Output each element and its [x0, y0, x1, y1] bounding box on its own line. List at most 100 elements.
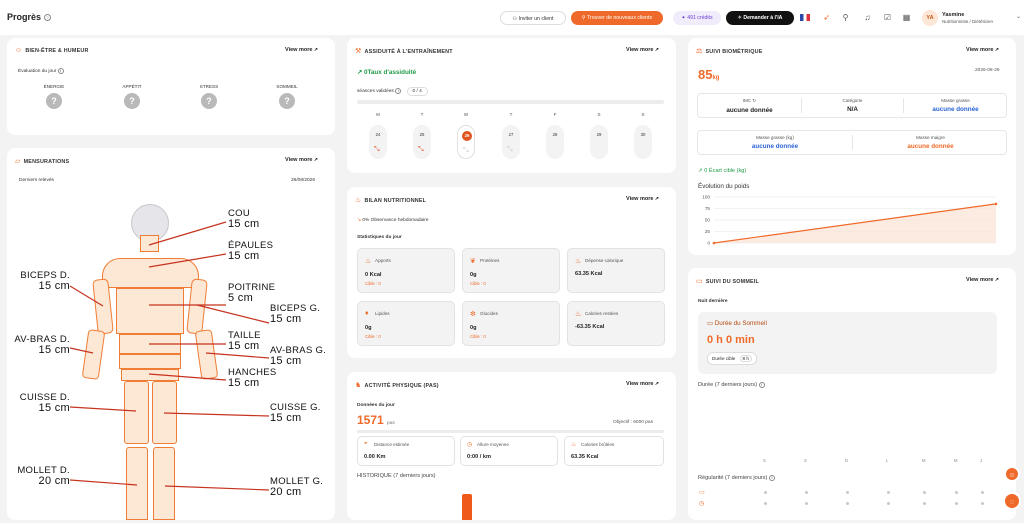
- training-day-1[interactable]: T 25 ⤡: [413, 112, 431, 159]
- sleep-day-letter: D: [845, 458, 849, 463]
- wellbeing-view-more-link[interactable]: View more: [285, 47, 318, 53]
- sessions-badge: 0 / 4: [406, 87, 428, 96]
- training-day-0[interactable]: M 24 ⤡: [369, 112, 387, 159]
- chest-value: 5 cm: [228, 292, 254, 304]
- stress-value: ?: [201, 93, 217, 109]
- nutrition-title-text: Bilan nutritionnel: [364, 198, 427, 204]
- stat-carbs-value: 0g: [470, 325, 477, 331]
- left-biceps-line: [196, 304, 270, 324]
- activity-title-text: Activité physique (pas): [364, 383, 439, 389]
- biometric-view-more-link[interactable]: View more: [966, 47, 999, 53]
- chest-part[interactable]: [116, 288, 184, 334]
- training-day-2[interactable]: W 26 ⤡: [457, 112, 475, 159]
- training-rate-label: 0Taux d'assiduité: [364, 69, 417, 76]
- calories-label: Calories brûlées: [581, 442, 615, 447]
- credits-badge[interactable]: ✦ 491 crédits: [673, 11, 721, 25]
- fat-mass-kg-value: aucune donnée: [751, 143, 799, 150]
- energy-value: ?: [46, 93, 62, 109]
- energy-rating[interactable]: ÉNERGIE?: [29, 84, 79, 109]
- pace-label: Allure moyenne: [477, 442, 509, 447]
- biometric-row-1: IMC ↻ aucune donnée Catégorie N/A Masse gr…: [697, 93, 1007, 118]
- shoulders-part[interactable]: [102, 258, 199, 288]
- activity-metric-calories: ♨ Calories brûlées 63.35 Kcal: [564, 436, 664, 466]
- sleep-label: SOMMEIL: [276, 84, 298, 89]
- imc-cell: IMC ↻ aucune donnée: [698, 98, 801, 114]
- sleep-view-more-link[interactable]: View more: [966, 277, 999, 283]
- checklist-icon[interactable]: ☑: [883, 13, 892, 22]
- info-icon: i: [57, 68, 64, 74]
- activity-metric-distance: ⌖ Distance estimée 0.00 Km: [357, 436, 455, 466]
- stat-lipids[interactable]: ♦ Lipides 0g Cible : 0: [357, 301, 455, 346]
- help-icon[interactable]: ?: [44, 14, 51, 21]
- rocket-icon[interactable]: ➶: [823, 13, 830, 22]
- weight-chart-y-tick: 0: [707, 241, 710, 246]
- neck-name: COU: [228, 208, 251, 219]
- right-calf-part[interactable]: [126, 447, 148, 520]
- sleep-duration-box: ▭ Durée du Sommeil 0 h 0 min Durée cible…: [698, 312, 997, 374]
- training-day-6[interactable]: S 30: [634, 112, 652, 159]
- user-role: Nutritionniste / Diététicien: [942, 19, 994, 24]
- weight-unit: kg: [712, 75, 720, 81]
- left-calf-part[interactable]: [153, 447, 175, 520]
- hips-part[interactable]: [121, 369, 179, 381]
- stat-expenditure[interactable]: ♨ Dépense calorique 63.35 Kcal: [567, 248, 665, 293]
- meat-icon: ❦: [470, 258, 476, 265]
- stat-remaining[interactable]: ♨ Calories restées -63.35 Kcal: [567, 301, 665, 346]
- right-thigh-value: 15 cm: [38, 402, 70, 414]
- info-icon: i: [395, 88, 402, 94]
- training-day-4[interactable]: F 28: [546, 112, 564, 159]
- ask-ai-button[interactable]: ✧ Demander à l'IA: [726, 11, 794, 25]
- bell-icon[interactable]: ♫: [864, 13, 871, 22]
- stress-rating[interactable]: STRESS?: [184, 84, 234, 109]
- stat-protein-target: Cible : 0: [470, 281, 486, 286]
- right-calf-measure: MOLLET D. 20 cm: [10, 465, 70, 487]
- nutrition-compliance-label: 0% Observance hebdomadaire: [362, 218, 429, 223]
- sleep-duration-label: ▭ Durée du Sommeil: [707, 320, 767, 327]
- sessions-progress-track: [357, 100, 664, 104]
- measurements-view-more-link[interactable]: View more: [285, 157, 318, 163]
- avatar[interactable]: YA: [922, 10, 938, 26]
- right-biceps-measure: BICEPS D. 15 cm: [16, 270, 70, 292]
- assistant-fab-button[interactable]: ☺: [1004, 466, 1020, 482]
- sleep-regularity-title: Régularité (7 derniers jours) i: [698, 475, 775, 481]
- calendar-icon[interactable]: ▦: [902, 13, 911, 22]
- training-rate: ↗ 0Taux d'assiduité: [357, 69, 416, 76]
- stat-carbs-label: Glucides: [480, 311, 498, 316]
- search-icon[interactable]: ⚲: [842, 13, 849, 22]
- ruler-icon: ▱: [15, 158, 21, 165]
- chat-fab-button[interactable]: ◌: [1003, 492, 1021, 510]
- stat-intake-label: Apports: [375, 258, 391, 263]
- sleep-rating[interactable]: SOMMEIL?: [262, 84, 312, 109]
- right-thigh-part[interactable]: [124, 381, 149, 444]
- stat-protein[interactable]: ❦ Protéines 0g Cible : 0: [462, 248, 560, 293]
- neck-part[interactable]: [140, 235, 159, 252]
- belly-part[interactable]: [119, 354, 181, 369]
- activity-view-more-link[interactable]: View more: [626, 381, 659, 387]
- fat-mass-kg-label: Masse grasse (kg): [756, 135, 794, 140]
- chevron-down-icon[interactable]: ⌄: [1015, 14, 1022, 20]
- weight-chart-y-tick: 50: [705, 218, 711, 223]
- stat-intake[interactable]: ♨ Apports 0 Kcal Cible : 0: [357, 248, 455, 293]
- training-day-5[interactable]: S 29: [590, 112, 608, 159]
- user-plus-icon: ⚇: [512, 16, 519, 22]
- training-view-more-link[interactable]: View more: [626, 47, 659, 53]
- user-name: Yasmine: [942, 12, 965, 18]
- language-flag-icon[interactable]: [800, 14, 810, 21]
- appetite-rating[interactable]: APPÉTIT?: [107, 84, 157, 109]
- day-pill: 25 ⤡: [413, 125, 431, 159]
- sleep-week-title-text: Durée (7 derniers jours): [698, 382, 758, 388]
- sleep-day-letter: J: [980, 458, 983, 463]
- wakeup-dot: [846, 502, 849, 505]
- invite-client-button[interactable]: ⚇ Inviter un client: [500, 11, 566, 25]
- sleep-title-text: Suivi du sommeil: [705, 279, 760, 285]
- distance-value: 0.00 Km: [364, 454, 386, 460]
- day-number: 24: [375, 132, 381, 137]
- find-clients-button[interactable]: ⚲ Trouver de nouveaux clients: [571, 11, 663, 25]
- wakeup-dot: [981, 502, 984, 505]
- stat-expenditure-label: Dépense calorique: [585, 258, 624, 263]
- category-label: Catégorie: [842, 98, 863, 103]
- training-day-3[interactable]: T 27 ⤡: [502, 112, 520, 159]
- activity-card: ♞Activité physique (pas) View more Donné…: [347, 372, 676, 520]
- nutrition-view-more-link[interactable]: View more: [626, 196, 659, 202]
- stat-carbs[interactable]: ✼ Glucides 0g Cible : 0: [462, 301, 560, 346]
